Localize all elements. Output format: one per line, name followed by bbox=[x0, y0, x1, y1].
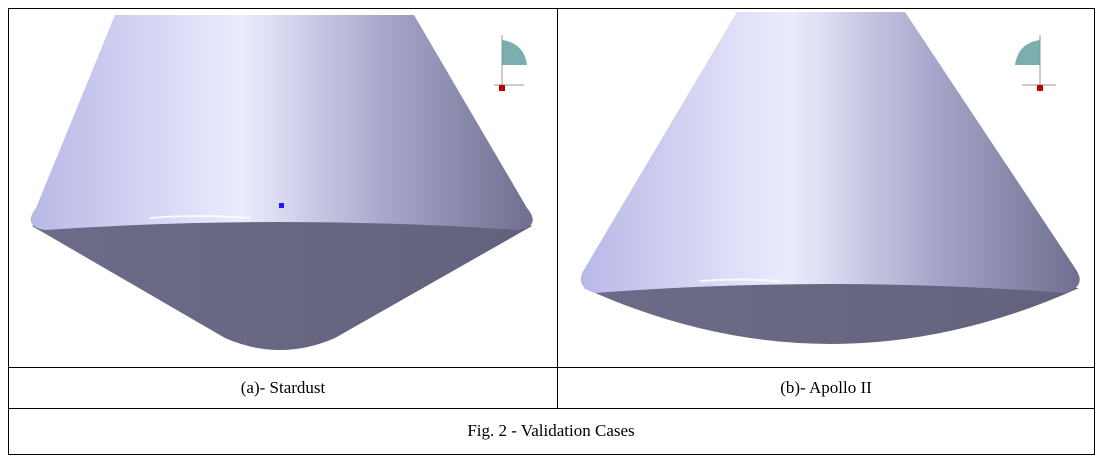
page: (a)- Stardust (b)- Apollo II Fig. 2 - Va… bbox=[0, 0, 1103, 456]
stardust-render bbox=[31, 15, 533, 350]
panel-label: (a)- Stardust bbox=[241, 378, 326, 397]
apollo-render bbox=[581, 12, 1080, 344]
panel-label: (b)- Apollo II bbox=[780, 378, 872, 397]
figure-table: (a)- Stardust (b)- Apollo II Fig. 2 - Va… bbox=[0, 0, 1103, 456]
figure-caption: Fig. 2 - Validation Cases bbox=[467, 421, 634, 440]
